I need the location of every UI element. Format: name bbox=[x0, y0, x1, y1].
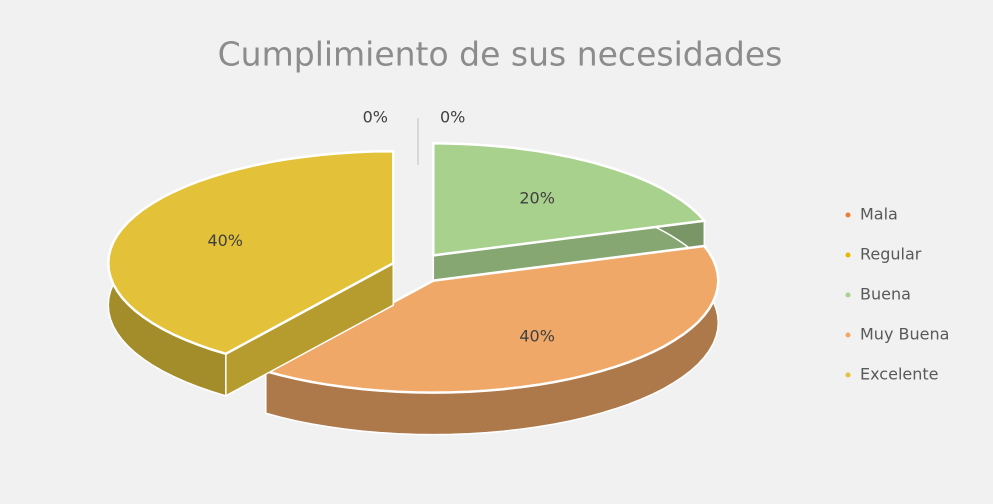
data-label: 0% bbox=[363, 108, 388, 127]
slice bbox=[432, 142, 707, 257]
data-label: 40% bbox=[519, 326, 555, 345]
data-label: 0% bbox=[440, 108, 465, 127]
legend-label: Buena bbox=[860, 285, 911, 304]
data-label: 20% bbox=[519, 189, 555, 208]
legend-marker bbox=[845, 332, 851, 338]
data-label: 40% bbox=[207, 231, 243, 250]
slice bbox=[262, 244, 720, 394]
legend-marker bbox=[845, 212, 851, 218]
legend-marker bbox=[845, 252, 851, 258]
legend-marker bbox=[845, 372, 851, 378]
chart-title: Cumplimiento de sus necesidades bbox=[218, 35, 783, 74]
legend-label: Excelente bbox=[860, 365, 938, 384]
legend-marker bbox=[845, 292, 851, 298]
legend-label: Mala bbox=[860, 205, 898, 224]
legend-label: Regular bbox=[860, 245, 922, 264]
slice bbox=[107, 149, 395, 356]
legend-label: Muy Buena bbox=[860, 325, 949, 344]
